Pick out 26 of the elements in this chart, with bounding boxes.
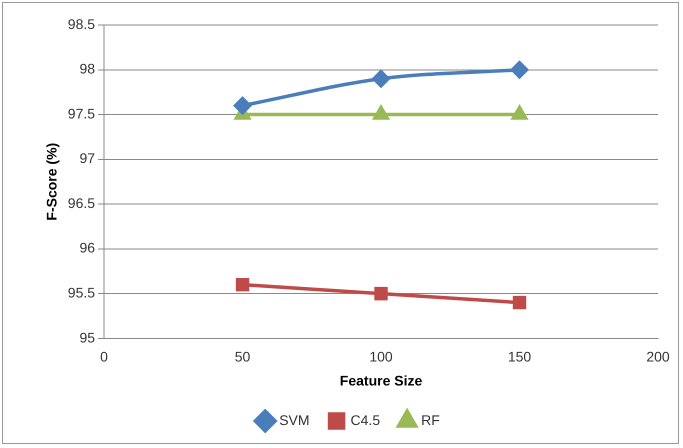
y-tick-label: 98 <box>79 60 96 77</box>
y-tick-label: 96 <box>79 240 96 256</box>
point <box>374 286 388 300</box>
x-tick-label: 100 <box>369 348 393 365</box>
point <box>234 96 252 114</box>
legend-label: C4.5 <box>350 412 380 428</box>
point <box>512 296 526 310</box>
x-axis-title: Feature Size <box>340 372 422 388</box>
y-tick-label: 95 <box>79 329 96 346</box>
point <box>510 61 528 79</box>
y-axis-title: F-Score (%) <box>43 142 60 221</box>
x-tick-label: 50 <box>234 348 251 365</box>
point <box>372 70 390 88</box>
legend-label: SVM <box>279 412 310 428</box>
x-tick-label: 150 <box>508 348 532 365</box>
y-tick-label: 98.5 <box>68 16 96 32</box>
legend-label: RF <box>421 412 440 428</box>
point <box>236 278 250 292</box>
x-tick-label: 200 <box>646 348 670 365</box>
point <box>373 106 389 120</box>
point <box>512 106 528 120</box>
y-tick-label: 97.5 <box>68 105 96 122</box>
y-tick-label: 95.5 <box>68 284 96 300</box>
x-tick-label: 0 <box>100 348 108 365</box>
y-tick-label: 97 <box>79 150 96 166</box>
y-tick-label: 96.5 <box>68 194 96 211</box>
